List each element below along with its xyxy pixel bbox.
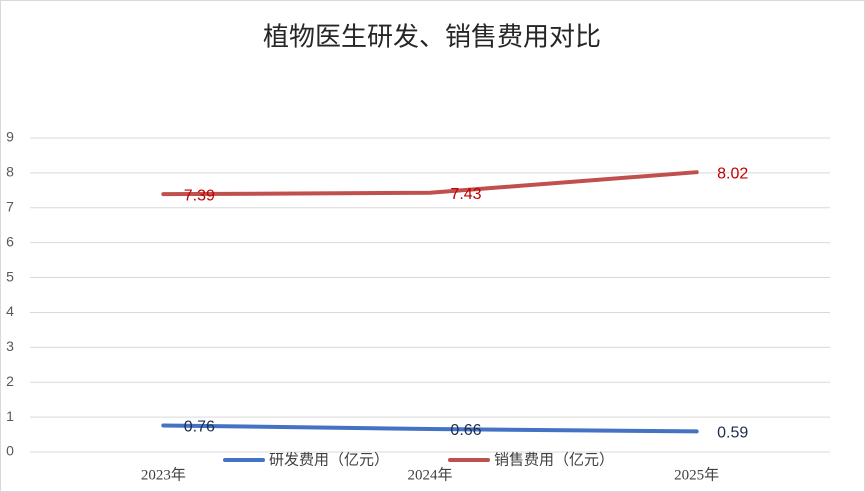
legend-label: 销售费用（亿元）: [494, 451, 614, 469]
data-label: 0.76: [184, 419, 215, 436]
y-tick-label: 9: [6, 129, 14, 145]
data-label: 0.59: [717, 425, 748, 442]
chart-title: 植物医生研发、销售费用对比: [263, 23, 601, 53]
y-tick-label: 7: [6, 198, 14, 214]
y-tick-label: 4: [6, 303, 14, 319]
series-line: [161, 423, 699, 434]
y-tick-label: 5: [6, 268, 14, 284]
y-tick-label: 2: [6, 373, 14, 389]
y-tick-label: 1: [6, 408, 14, 424]
y-tick-label: 0: [6, 443, 14, 459]
data-label: 0.66: [450, 422, 481, 439]
x-tick-label: 2025年: [674, 466, 719, 483]
x-tick-label: 2023年: [141, 466, 186, 483]
y-tick-label: 6: [6, 233, 14, 249]
y-tick-label: 8: [6, 164, 14, 180]
y-tick-label: 3: [6, 338, 14, 354]
data-label: 8.02: [717, 165, 748, 182]
data-label: 7.43: [450, 186, 481, 203]
series-line: [161, 170, 699, 197]
x-tick-label: 2024年: [407, 466, 452, 483]
data-label: 7.39: [184, 187, 215, 204]
legend-label: 研发费用（亿元）: [269, 451, 389, 469]
